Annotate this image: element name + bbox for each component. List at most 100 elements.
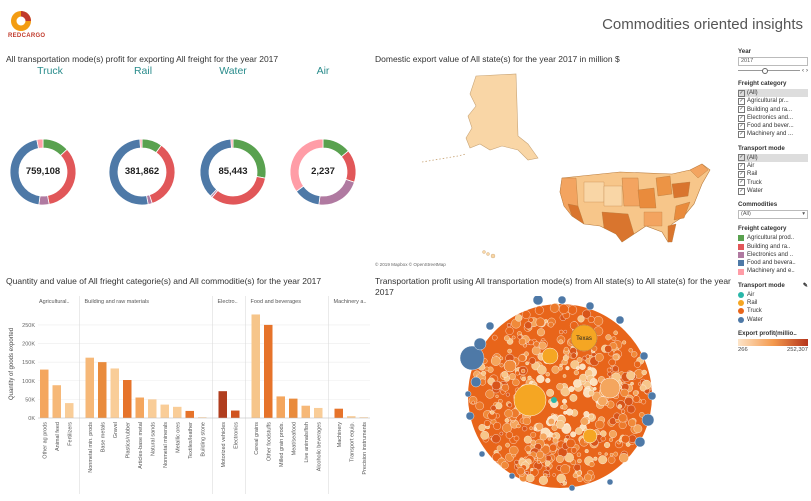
bar-fertilizers[interactable] xyxy=(65,403,74,418)
bubble[interactable] xyxy=(535,422,544,431)
bubble-rail[interactable] xyxy=(541,347,559,365)
checkbox-icon[interactable]: ✓ xyxy=(738,154,745,162)
bubble[interactable] xyxy=(545,372,550,377)
profit-bubble-chart[interactable]: Texas xyxy=(455,294,665,496)
bubble[interactable] xyxy=(560,464,571,475)
bubble[interactable] xyxy=(595,353,604,362)
bubble-water[interactable] xyxy=(639,351,649,361)
donut-truck[interactable] xyxy=(8,137,78,207)
bubble[interactable] xyxy=(501,383,510,392)
bar-gravel[interactable] xyxy=(110,368,120,418)
bubble[interactable] xyxy=(535,317,545,327)
bubble[interactable] xyxy=(570,447,578,454)
bubble[interactable] xyxy=(620,388,629,397)
bubble[interactable] xyxy=(570,431,577,438)
bubble[interactable] xyxy=(509,445,519,456)
checkbox-icon[interactable]: ✓ xyxy=(738,179,745,187)
bubble[interactable] xyxy=(505,392,510,397)
bubble[interactable] xyxy=(517,334,523,340)
bubble[interactable] xyxy=(604,344,613,353)
bubble[interactable] xyxy=(633,424,643,434)
bubble-rail[interactable] xyxy=(503,359,517,373)
bubble[interactable] xyxy=(513,435,520,442)
checkbox-icon[interactable]: ✓ xyxy=(738,97,745,105)
mode-legend-item[interactable]: Water xyxy=(738,316,808,324)
bubble[interactable] xyxy=(619,453,629,463)
bubble[interactable] xyxy=(527,375,532,380)
checkbox-icon[interactable]: ✓ xyxy=(738,131,745,139)
bubble[interactable] xyxy=(618,413,628,423)
bubble[interactable] xyxy=(572,472,578,479)
bubble[interactable] xyxy=(630,381,634,386)
bubble[interactable] xyxy=(588,461,595,468)
bubble[interactable] xyxy=(573,370,579,376)
bubble[interactable] xyxy=(637,382,642,386)
bubble[interactable] xyxy=(570,352,577,359)
bubble[interactable] xyxy=(627,418,637,427)
bubble[interactable] xyxy=(598,455,608,465)
bar-plastics-rubber[interactable] xyxy=(123,380,132,418)
donut-water[interactable] xyxy=(198,137,268,207)
bubble[interactable] xyxy=(600,436,606,442)
bubble[interactable] xyxy=(573,379,582,388)
freight-legend-item[interactable]: Machinery and e.. xyxy=(738,267,808,275)
bubble[interactable] xyxy=(516,467,525,476)
bubble[interactable] xyxy=(626,371,636,381)
bubble[interactable] xyxy=(524,445,532,453)
bubble[interactable] xyxy=(608,430,617,439)
bubble[interactable] xyxy=(521,376,526,382)
bubble[interactable] xyxy=(565,434,570,440)
bubble[interactable] xyxy=(551,424,558,431)
checkbox-icon[interactable]: ✓ xyxy=(738,171,745,179)
bubble[interactable] xyxy=(622,340,627,345)
bubble-water[interactable] xyxy=(634,436,646,448)
mode-legend-item[interactable]: Truck xyxy=(738,307,808,315)
bubble[interactable] xyxy=(507,348,512,354)
donut-rail[interactable] xyxy=(107,137,177,207)
checkbox-icon[interactable]: ✓ xyxy=(738,114,745,122)
bubble-water[interactable] xyxy=(470,376,482,388)
bubble[interactable] xyxy=(523,351,529,357)
bubble[interactable] xyxy=(525,471,529,475)
bubble[interactable] xyxy=(549,303,560,313)
bubble[interactable] xyxy=(612,354,619,361)
mode-legend-item[interactable]: Rail xyxy=(738,299,808,307)
bubble[interactable] xyxy=(604,452,608,456)
bubble[interactable] xyxy=(632,390,639,396)
bubble[interactable] xyxy=(588,390,595,397)
bubble[interactable] xyxy=(484,366,490,372)
bubble[interactable] xyxy=(587,316,595,323)
bubble[interactable] xyxy=(511,335,516,340)
checkbox-icon[interactable]: ✓ xyxy=(738,106,745,114)
freight-legend-item[interactable]: Electronics and .. xyxy=(738,251,808,259)
bubble[interactable] xyxy=(639,384,647,392)
bubble[interactable] xyxy=(609,437,614,442)
bar-meat-seafood[interactable] xyxy=(289,398,298,418)
bubble[interactable] xyxy=(478,424,486,432)
bar-motorized-vehicles[interactable] xyxy=(218,391,228,418)
bubble[interactable] xyxy=(471,400,475,405)
bubble-water[interactable] xyxy=(465,411,475,421)
bubble-water[interactable] xyxy=(557,295,567,305)
bubble[interactable] xyxy=(552,473,556,477)
bubble[interactable] xyxy=(577,458,582,464)
bubble[interactable] xyxy=(568,386,575,393)
bar-milled-grain-prods-[interactable] xyxy=(276,396,286,418)
bubble[interactable] xyxy=(567,305,578,315)
bubble[interactable] xyxy=(607,371,613,377)
bubble-water[interactable] xyxy=(606,478,614,486)
bubble[interactable] xyxy=(552,433,557,439)
bar-transport-equip-[interactable] xyxy=(347,416,356,418)
bar-alcoholic-beverages[interactable] xyxy=(314,407,323,418)
bubble[interactable] xyxy=(628,348,633,353)
bubble[interactable] xyxy=(493,422,502,430)
bubble[interactable] xyxy=(631,351,638,358)
bubble[interactable] xyxy=(555,420,565,429)
bubble[interactable] xyxy=(576,366,580,371)
bar-other-ag-prods[interactable] xyxy=(40,369,49,418)
bubble[interactable] xyxy=(613,451,619,457)
bubble[interactable] xyxy=(490,356,501,366)
checkbox-icon[interactable]: ✓ xyxy=(738,187,745,195)
bubble[interactable] xyxy=(626,404,636,414)
bubble[interactable] xyxy=(558,329,564,335)
